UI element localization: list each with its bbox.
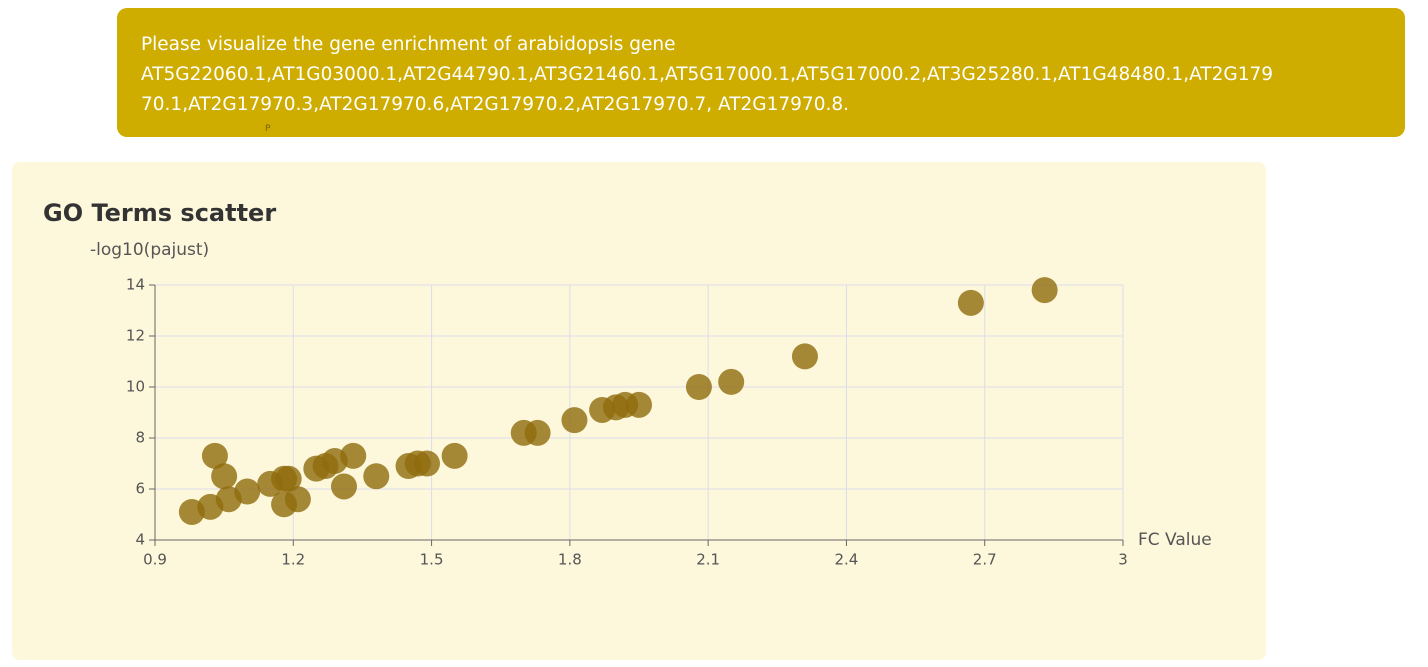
point [284, 486, 311, 513]
y-tick-label: 14 [126, 276, 145, 294]
y-tick-label: 8 [135, 429, 145, 447]
message-line: 70.1,AT2G17970.3,AT2G17970.6,AT2G17970.2… [141, 94, 849, 115]
point [626, 391, 652, 418]
point [791, 343, 818, 370]
x-tick-label: 1.2 [281, 551, 305, 569]
y-tick-label: 4 [135, 531, 145, 549]
chart: GO Terms scatter -log10(pajust) FC Value… [43, 199, 1212, 569]
y-tick-label: 10 [126, 378, 145, 396]
point [201, 442, 228, 469]
point [524, 419, 551, 446]
y-tick-label: 12 [126, 327, 145, 345]
stray-mark: P [265, 124, 271, 134]
point [441, 442, 468, 469]
y-tick-label: 6 [135, 480, 145, 498]
point [211, 463, 238, 490]
x-tick-label: 2.1 [696, 551, 720, 569]
point [685, 374, 712, 400]
x-tick-label: 2.4 [834, 551, 858, 569]
point [561, 407, 588, 434]
x-tick-label: 2.7 [973, 551, 997, 569]
point [718, 368, 745, 395]
x-tick-label: 1.8 [558, 551, 582, 569]
message-line: Please visualize the gene enrichment of … [141, 34, 676, 55]
point [957, 289, 984, 316]
chart-card: GO Terms scatter -log10(pajust) FC Value… [12, 162, 1266, 660]
y-axis-label: -log10(pajust) [90, 240, 209, 260]
point [234, 478, 261, 505]
point [413, 450, 440, 477]
point [1031, 277, 1058, 304]
point [363, 463, 390, 490]
x-axis-label: FC Value [1138, 530, 1212, 550]
user-message: Please visualize the gene enrichment of … [117, 8, 1405, 137]
x-tick-label: 1.5 [420, 551, 444, 569]
chart-title: GO Terms scatter [43, 199, 276, 227]
point [275, 465, 302, 492]
message-line: AT5G22060.1,AT1G03000.1,AT2G44790.1,AT3G… [141, 64, 1274, 85]
point [330, 473, 357, 500]
x-tick-label: 0.9 [143, 551, 167, 569]
point [340, 442, 367, 469]
x-tick-label: 3 [1118, 551, 1128, 569]
